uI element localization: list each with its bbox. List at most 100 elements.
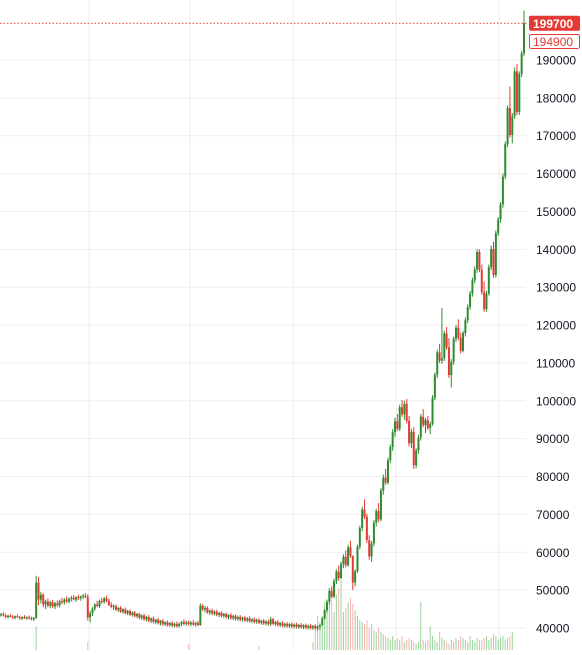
volume-bar	[455, 638, 457, 650]
candle-body	[478, 251, 481, 270]
candle-body	[471, 280, 474, 294]
volume-bar	[389, 640, 391, 650]
candle-body	[485, 293, 488, 310]
candle-body	[265, 621, 268, 624]
candle-body	[318, 624, 321, 627]
candle-body	[225, 613, 228, 618]
candle-body	[389, 446, 392, 461]
candle-body	[321, 618, 324, 625]
candle-body	[515, 71, 518, 112]
volume-bar	[511, 632, 513, 650]
volume-bar	[500, 638, 502, 650]
volume-bar	[373, 630, 375, 650]
y-tick-label: 140000	[536, 243, 576, 257]
volume-bar	[324, 602, 326, 650]
volume-bar	[446, 642, 448, 650]
candle-body	[159, 620, 162, 624]
candle-body	[417, 437, 420, 451]
last-price-badge	[529, 15, 580, 31]
candle-body	[28, 617, 31, 619]
candle-body	[161, 620, 164, 625]
candle-body	[405, 403, 408, 421]
candle-body	[377, 510, 380, 520]
volume-bar	[434, 640, 436, 650]
candle-body	[14, 616, 17, 618]
volume-bar	[469, 636, 471, 650]
candle-body	[39, 594, 42, 600]
candle-body	[220, 612, 223, 616]
candle-body	[229, 615, 232, 619]
volume-bar	[35, 626, 37, 650]
candle-body	[497, 219, 500, 234]
candle-body	[386, 460, 389, 483]
volume-bar	[450, 640, 452, 650]
volume-bar	[366, 620, 368, 650]
candle-body	[504, 144, 507, 177]
candle-body	[391, 432, 394, 447]
volume-bar	[483, 638, 485, 650]
candle-body	[112, 606, 115, 608]
candle-body	[16, 616, 19, 618]
volume-bar	[427, 640, 429, 650]
volume-bar	[385, 636, 387, 650]
volume-bar	[410, 640, 412, 650]
candle-body	[354, 571, 357, 583]
candle-body	[241, 617, 244, 620]
candle-body	[422, 416, 425, 426]
candle-body	[164, 622, 167, 625]
volume-bar	[354, 610, 356, 650]
candle-body	[253, 619, 256, 622]
candle-body	[107, 600, 110, 605]
volume-bar	[382, 634, 384, 650]
candle-body	[32, 617, 35, 620]
candle-body	[211, 610, 214, 614]
candle-body	[18, 617, 21, 619]
candle-body	[82, 595, 85, 597]
candle-body	[75, 597, 78, 600]
candle-body	[86, 597, 89, 618]
candle-body	[89, 613, 92, 618]
candle-body	[140, 615, 143, 618]
volume-bar	[349, 598, 351, 650]
candle-body	[304, 625, 307, 628]
candle-body	[443, 333, 446, 359]
candle-body	[96, 604, 99, 607]
candle-body	[185, 622, 188, 624]
volume-bar	[415, 644, 417, 650]
candle-body	[126, 610, 129, 614]
candle-body	[201, 605, 204, 610]
candle-body	[274, 621, 277, 624]
candle-body	[215, 611, 218, 615]
candle-body	[412, 431, 415, 466]
candle-body	[487, 267, 490, 294]
volume-bar	[471, 640, 473, 650]
candle-body	[166, 622, 169, 625]
candle-body	[506, 108, 509, 145]
candle-body	[44, 601, 47, 605]
candle-body	[9, 615, 12, 617]
candle-body	[199, 605, 202, 625]
candle-body	[56, 603, 59, 606]
candle-body	[309, 625, 312, 628]
candle-body	[328, 590, 331, 602]
candle-body	[459, 337, 462, 351]
candle-body	[53, 603, 56, 607]
candle-body	[370, 543, 373, 557]
candle-body	[46, 601, 49, 606]
candle-body	[257, 620, 260, 623]
volume-bar	[457, 640, 459, 650]
candle-body	[363, 509, 366, 517]
volume-bar	[392, 636, 394, 650]
candle-body	[429, 423, 432, 429]
volume-bar	[497, 640, 499, 650]
candle-body	[197, 623, 200, 625]
candle-body	[492, 248, 495, 276]
candle-body	[295, 624, 298, 627]
candle-body	[476, 251, 479, 270]
candle-body	[375, 510, 378, 523]
volume-bar	[345, 608, 347, 650]
volume-bar	[474, 642, 476, 650]
volume-bar	[464, 640, 466, 650]
candle-body	[93, 604, 96, 609]
